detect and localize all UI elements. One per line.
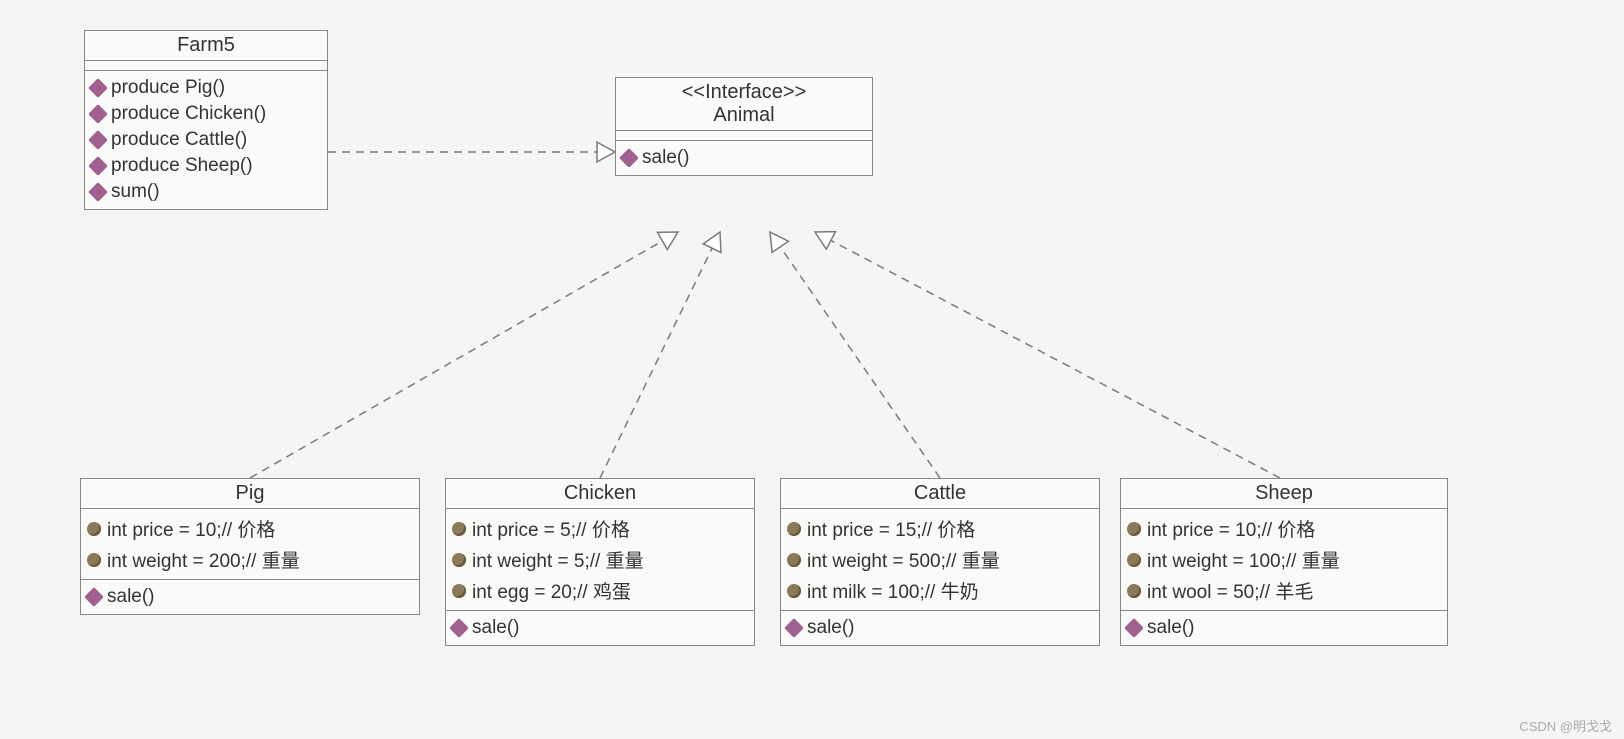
operation-icon [619, 148, 639, 168]
op-section: sale() [81, 580, 419, 614]
class-farm5: Farm5 produce Pig() produce Chicken() pr… [84, 30, 328, 210]
attribute: int weight = 500;// 重量 [787, 544, 1093, 575]
operation: produce Pig() [91, 75, 321, 101]
attr-text: int price = 10;// 价格 [1147, 515, 1315, 542]
op-text: produce Chicken() [111, 103, 266, 125]
class-pig: Pig int price = 10;// 价格 int weight = 20… [80, 478, 420, 615]
op-text: sale() [807, 617, 855, 639]
attr-text: int milk = 100;// 牛奶 [807, 577, 979, 604]
operation-icon [88, 156, 108, 176]
class-title: Chicken [446, 479, 754, 509]
attribute: int egg = 20;// 鸡蛋 [452, 575, 748, 606]
operation: produce Sheep() [91, 153, 321, 179]
class-title: Cattle [781, 479, 1099, 509]
op-section: sale() [781, 611, 1099, 645]
class-title: Sheep [1121, 479, 1447, 509]
operation: sale() [1127, 615, 1441, 641]
attribute: int weight = 5;// 重量 [452, 544, 748, 575]
watermark: CSDN @明戈戈 [1519, 716, 1612, 735]
operation: sum() [91, 179, 321, 205]
attribute-icon [787, 553, 801, 567]
attr-text: int wool = 50;// 羊毛 [1147, 577, 1313, 604]
attr-section: int price = 10;// 价格 int weight = 100;//… [1121, 509, 1447, 611]
attribute-icon [452, 522, 466, 536]
attribute-icon [87, 553, 101, 567]
stereotype: <<Interface>> [624, 81, 864, 104]
attr-section: int price = 10;// 价格 int weight = 200;//… [81, 509, 419, 580]
op-text: sale() [642, 147, 690, 169]
class-sheep: Sheep int price = 10;// 价格 int weight = … [1120, 478, 1448, 646]
attr-section: int price = 5;// 价格 int weight = 5;// 重量… [446, 509, 754, 611]
op-text: produce Cattle() [111, 129, 247, 151]
attribute-icon [452, 553, 466, 567]
operation: produce Cattle() [91, 127, 321, 153]
class-title: Pig [81, 479, 419, 509]
attribute: int weight = 200;// 重量 [87, 544, 413, 575]
op-text: sale() [1147, 617, 1195, 639]
attribute-icon [787, 522, 801, 536]
attribute: int price = 10;// 价格 [1127, 513, 1441, 544]
class-cattle: Cattle int price = 15;// 价格 int weight =… [780, 478, 1100, 646]
operation-icon [784, 618, 804, 638]
attribute: int price = 15;// 价格 [787, 513, 1093, 544]
operation: produce Chicken() [91, 101, 321, 127]
attr-text: int weight = 100;// 重量 [1147, 546, 1340, 573]
operation-icon [449, 618, 469, 638]
attr-text: int weight = 5;// 重量 [472, 546, 644, 573]
attr-section-empty [85, 61, 327, 71]
attr-text: int egg = 20;// 鸡蛋 [472, 577, 631, 604]
class-title: Farm5 [85, 31, 327, 61]
operation: sale() [787, 615, 1093, 641]
op-text: sale() [107, 586, 155, 608]
operation-icon [84, 587, 104, 607]
attr-text: int weight = 200;// 重量 [107, 546, 300, 573]
attr-text: int weight = 500;// 重量 [807, 546, 1000, 573]
class-title: <<Interface>> Animal [616, 78, 872, 131]
attribute: int price = 5;// 价格 [452, 513, 748, 544]
attribute: int wool = 50;// 羊毛 [1127, 575, 1441, 606]
op-text: produce Pig() [111, 77, 225, 99]
operation: sale() [452, 615, 748, 641]
operation-icon [88, 130, 108, 150]
attr-text: int price = 5;// 价格 [472, 515, 630, 542]
op-section: sale() [616, 141, 872, 175]
op-text: sum() [111, 181, 160, 203]
class-name: Animal [624, 104, 864, 127]
op-text: produce Sheep() [111, 155, 253, 177]
attribute-icon [1127, 584, 1141, 598]
operation: sale() [87, 584, 413, 610]
op-section: produce Pig() produce Chicken() produce … [85, 71, 327, 209]
class-chicken: Chicken int price = 5;// 价格 int weight =… [445, 478, 755, 646]
op-section: sale() [446, 611, 754, 645]
op-text: sale() [472, 617, 520, 639]
attribute-icon [452, 584, 466, 598]
interface-animal: <<Interface>> Animal sale() [615, 77, 873, 176]
attribute-icon [1127, 553, 1141, 567]
attribute-icon [1127, 522, 1141, 536]
attribute: int price = 10;// 价格 [87, 513, 413, 544]
operation: sale() [622, 145, 866, 171]
attribute-icon [787, 584, 801, 598]
operation-icon [88, 182, 108, 202]
operation-icon [88, 104, 108, 124]
op-section: sale() [1121, 611, 1447, 645]
operation-icon [88, 78, 108, 98]
operation-icon [1124, 618, 1144, 638]
attribute-icon [87, 522, 101, 536]
attr-section-empty [616, 131, 872, 141]
attribute: int weight = 100;// 重量 [1127, 544, 1441, 575]
attribute: int milk = 100;// 牛奶 [787, 575, 1093, 606]
attr-text: int price = 15;// 价格 [807, 515, 975, 542]
attr-text: int price = 10;// 价格 [107, 515, 275, 542]
attr-section: int price = 15;// 价格 int weight = 500;//… [781, 509, 1099, 611]
